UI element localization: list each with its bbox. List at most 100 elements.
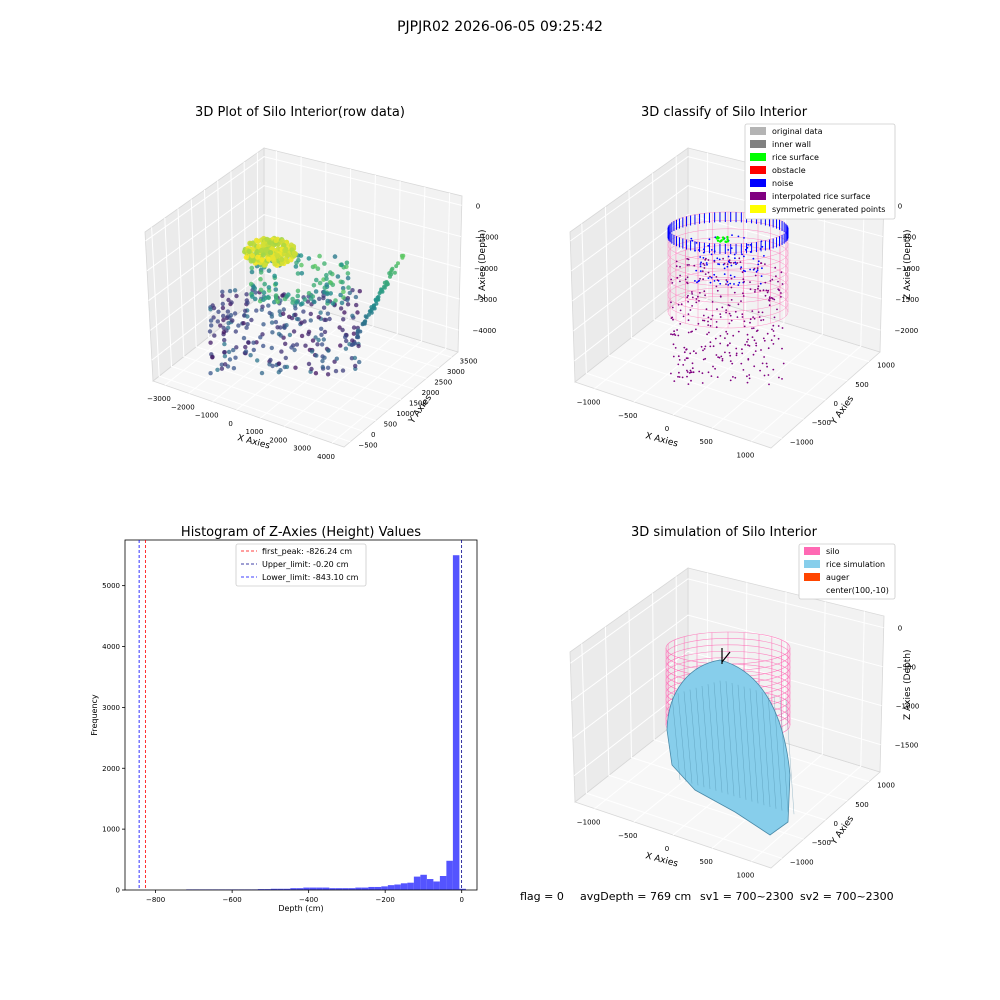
raw-point xyxy=(243,349,249,354)
interpolated-point xyxy=(725,279,728,281)
y-tick-label: 500 xyxy=(855,381,868,389)
raw-point xyxy=(287,314,292,319)
interpolated-point xyxy=(748,377,751,380)
interpolated-point xyxy=(746,333,749,336)
interpolated-point xyxy=(728,304,731,307)
interpolated-point xyxy=(770,339,773,342)
x-tick-label: 4000 xyxy=(317,453,335,461)
interpolated-point xyxy=(777,280,779,283)
interpolated-point xyxy=(725,311,727,314)
legend-swatch xyxy=(750,192,766,200)
y-gridline xyxy=(604,206,804,420)
histogram-bars xyxy=(186,555,466,890)
interpolated-point xyxy=(719,295,722,298)
interpolated-point xyxy=(749,281,751,283)
raw-point xyxy=(209,323,214,328)
histogram-bar xyxy=(407,882,414,890)
raw-point xyxy=(300,301,305,306)
raw-point xyxy=(266,285,272,290)
interpolated-point xyxy=(686,357,689,360)
raw-point xyxy=(254,308,259,313)
raw-point xyxy=(332,254,338,259)
x-tick-label: −500 xyxy=(618,832,637,840)
raw-point xyxy=(322,261,327,266)
noise-point xyxy=(710,249,713,251)
interpolated-point xyxy=(740,300,742,302)
interpolated-point xyxy=(741,352,744,355)
noise-point xyxy=(737,284,740,286)
interpolated-point xyxy=(670,317,673,319)
panel4-xlabel: X Axies xyxy=(644,851,679,869)
raw-point xyxy=(322,317,327,322)
interpolated-point xyxy=(690,371,693,374)
interpolated-point xyxy=(689,352,692,355)
x-tick-label: 3000 xyxy=(293,445,311,453)
interpolated-points xyxy=(670,257,785,386)
interpolated-point xyxy=(672,318,674,321)
raw-point xyxy=(292,347,297,353)
raw-point xyxy=(254,249,260,255)
y-gridline xyxy=(675,156,870,363)
interpolated-point xyxy=(716,376,719,378)
raw-point xyxy=(222,341,227,347)
interpolated-point xyxy=(688,372,691,374)
histogram-bar xyxy=(374,886,382,890)
x-gridline xyxy=(672,171,787,416)
interpolated-point xyxy=(752,327,755,329)
x-tick-label: −200 xyxy=(376,896,395,904)
raw-point xyxy=(260,252,266,258)
interpolated-point xyxy=(754,291,756,293)
histogram-bar xyxy=(270,888,278,890)
interpolated-point xyxy=(672,343,675,346)
interpolated-point xyxy=(781,347,783,350)
interpolated-point xyxy=(730,286,733,289)
raw-point xyxy=(311,283,317,288)
histogram-bar xyxy=(264,889,271,890)
histogram-bar xyxy=(400,883,408,890)
noise-point xyxy=(713,273,716,276)
interpolated-point xyxy=(682,315,685,318)
z-tick-label: −1000 xyxy=(475,234,499,242)
raw-point xyxy=(342,310,347,315)
x-gridline xyxy=(307,186,426,436)
interpolated-point xyxy=(741,316,744,318)
interpolated-point xyxy=(703,267,706,269)
y-tick-label: 3500 xyxy=(460,357,478,365)
raw-point xyxy=(276,361,282,366)
interpolated-point xyxy=(773,316,776,319)
interpolated-point xyxy=(695,352,697,355)
raw-point xyxy=(320,358,325,364)
rice-mesh-line xyxy=(683,691,693,784)
rice-mesh-line xyxy=(719,680,729,795)
interpolated-point xyxy=(739,261,742,263)
rice-surface-point xyxy=(726,240,730,243)
rice-surface-point xyxy=(726,235,729,239)
interpolated-point xyxy=(719,342,722,345)
raw-point xyxy=(273,319,279,325)
interpolated-point xyxy=(719,313,722,315)
raw-point xyxy=(219,366,225,371)
panel4-legend: silo rice simulation auger center(100,-10) xyxy=(798,543,896,600)
interpolated-point xyxy=(755,330,758,332)
y-gridline xyxy=(230,171,427,379)
raw-point xyxy=(230,318,235,323)
interpolated-point xyxy=(746,381,749,384)
histogram-bar xyxy=(335,888,343,890)
interpolated-point xyxy=(677,303,680,306)
interpolated-point xyxy=(749,288,752,291)
raw-point xyxy=(249,269,255,275)
raw-point xyxy=(353,341,357,346)
raw-point xyxy=(253,290,258,295)
raw-point xyxy=(317,253,322,259)
raw-point xyxy=(250,258,256,264)
interpolated-point xyxy=(728,259,731,261)
raw-point xyxy=(312,263,318,269)
noise-point xyxy=(699,256,702,258)
interpolated-point xyxy=(772,330,775,332)
raw-point xyxy=(321,295,326,301)
raw-point xyxy=(390,266,395,271)
interpolated-point xyxy=(755,342,757,345)
z-tick-label: −1500 xyxy=(895,296,919,304)
raw-point xyxy=(258,247,264,254)
